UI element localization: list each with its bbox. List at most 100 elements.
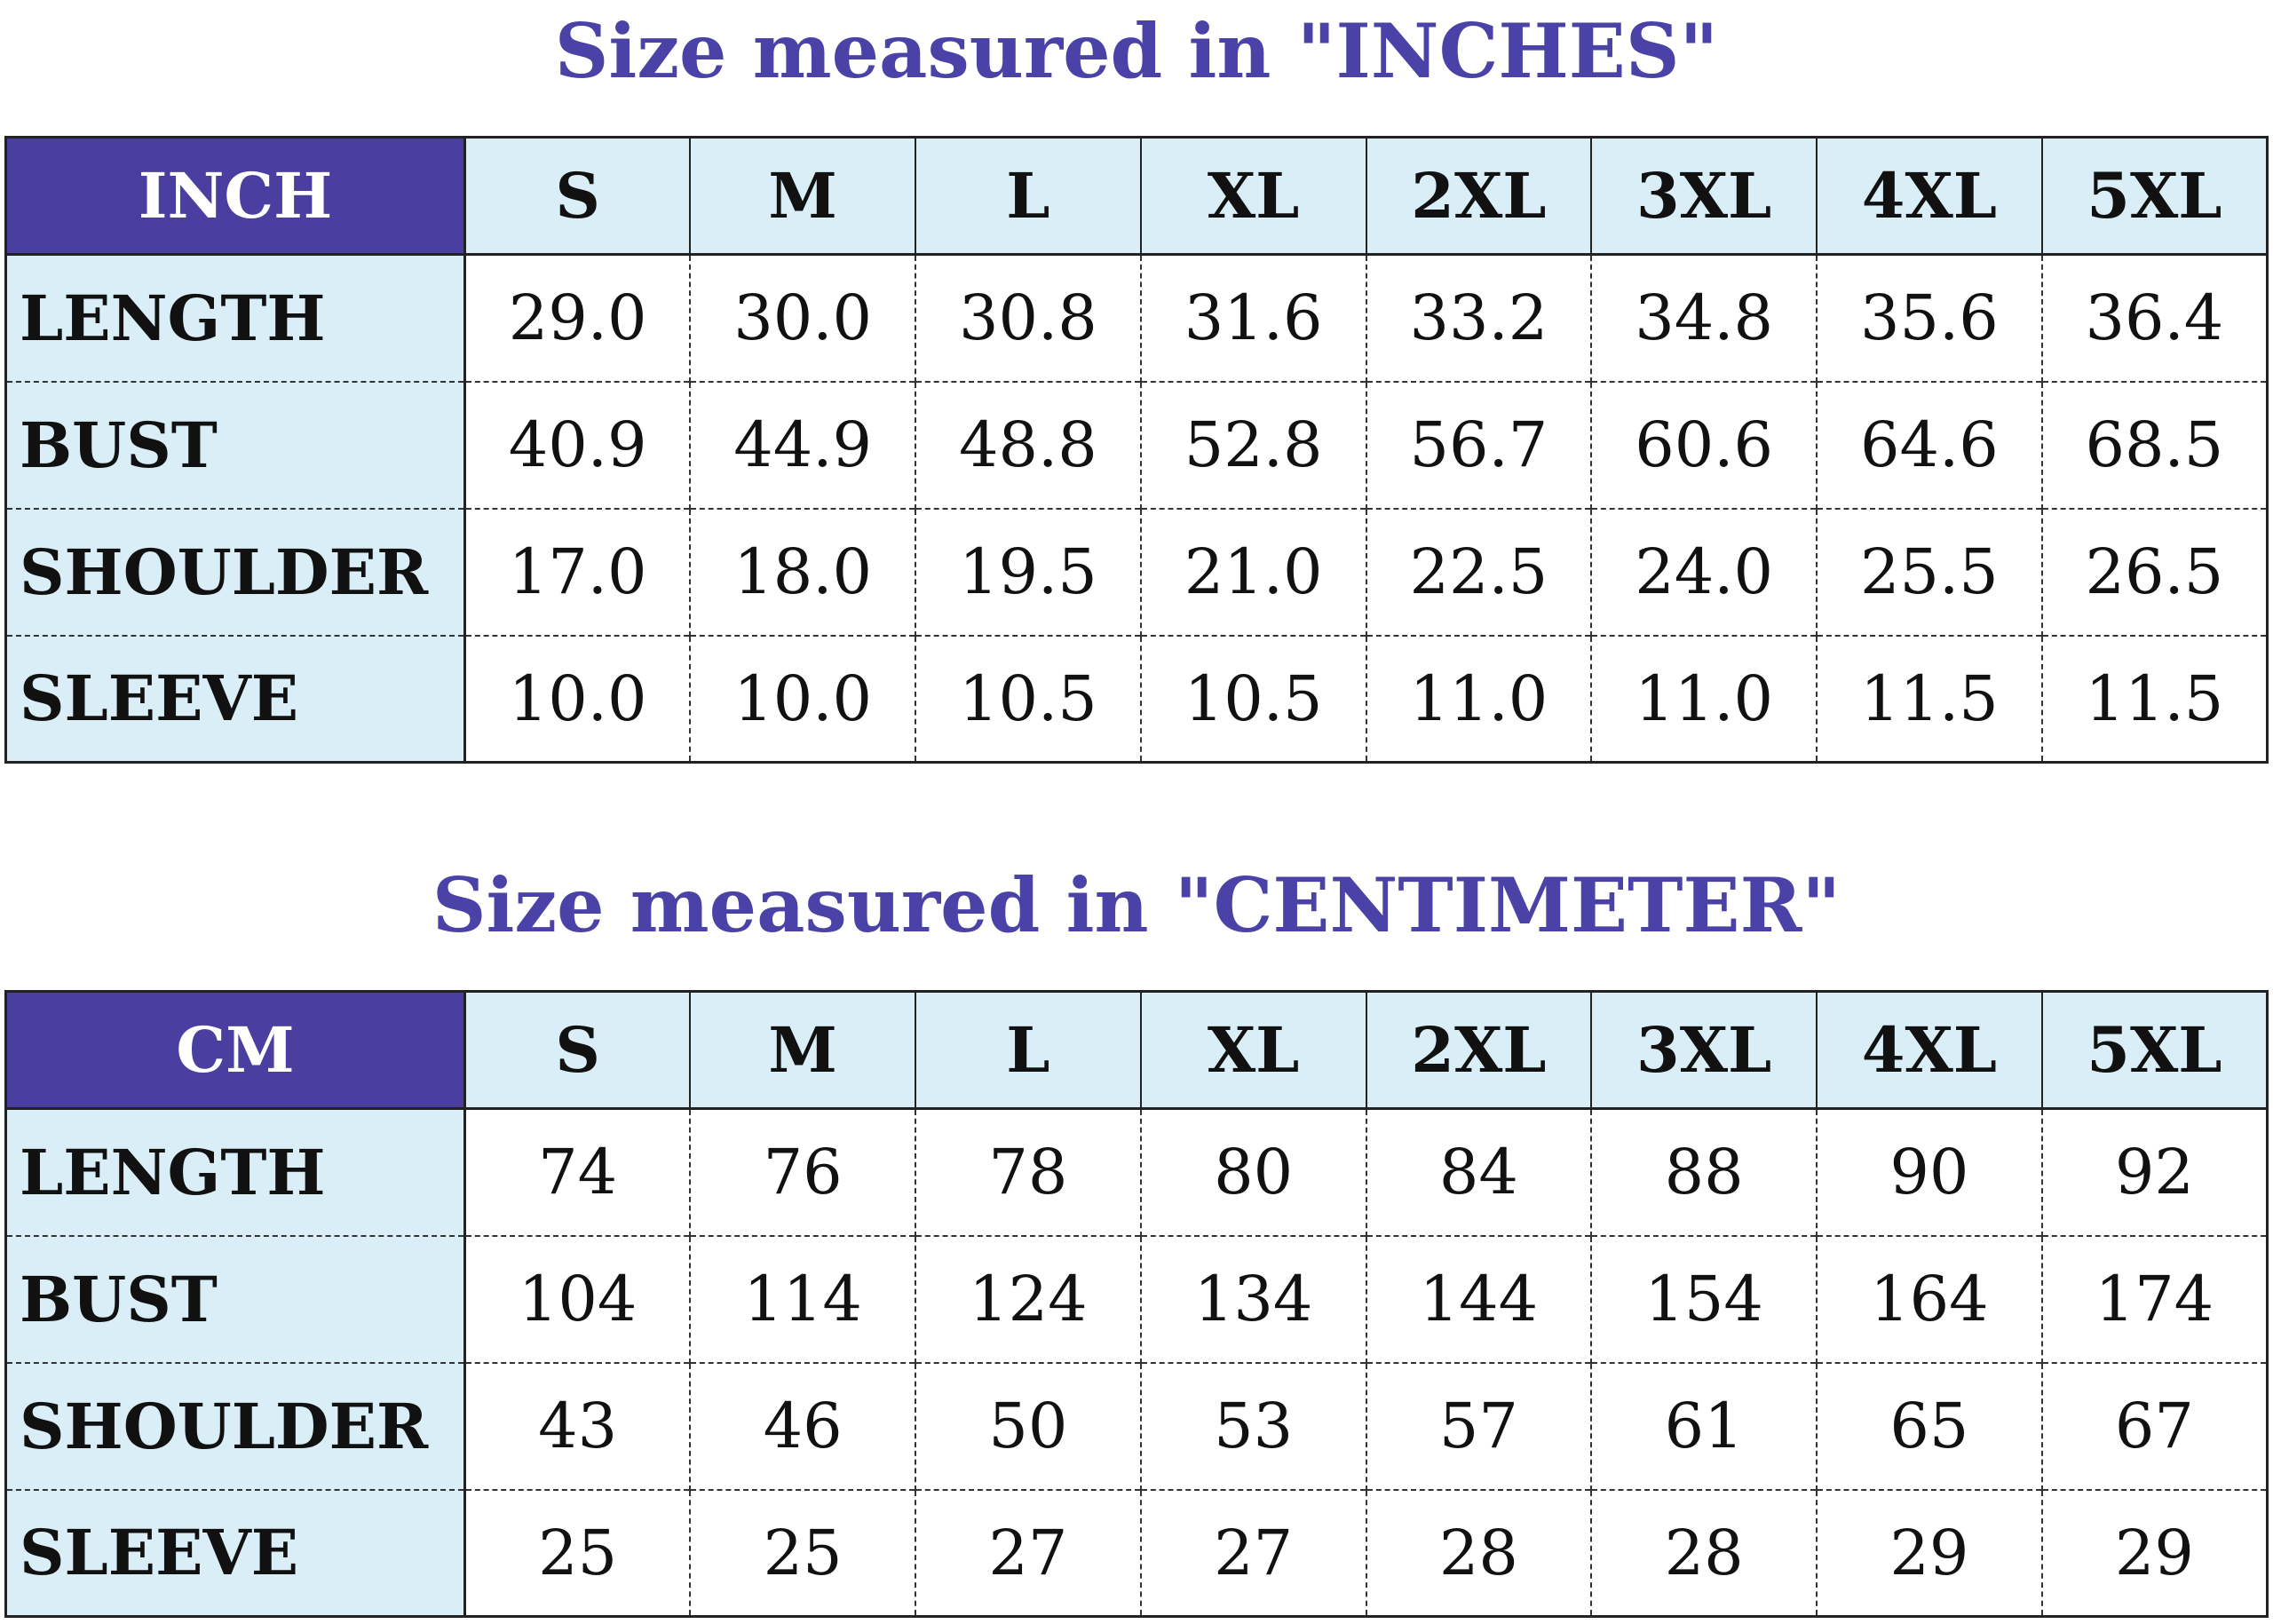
measure-value: 11.0 [1365,634,1592,763]
measure-value: 22.5 [1365,507,1592,636]
measure-value: 11.0 [1590,634,1817,763]
measure-value: 43 [463,1361,691,1490]
measure-value: 104 [463,1234,691,1363]
measure-value: 48.8 [915,380,1141,509]
measure-value: 26.5 [2040,507,2268,636]
measure-value: 30.8 [915,253,1141,382]
measure-label: BUST [4,380,465,509]
measure-value: 144 [1365,1234,1592,1363]
size-header: 5XL [2040,990,2268,1109]
measure-value: 10.5 [915,634,1141,763]
measure-value: 27 [1139,1488,1366,1617]
size-table: INCH S M L XL 2XL 3XL 4XL 5XL LENGTH 29.0 30.0 30.8 3… [4,136,2269,764]
measure-label: SHOULDER [4,1361,465,1490]
measure-value: 11.5 [1816,634,2042,763]
size-header: XL [1139,990,1366,1109]
measure-value: 68.5 [2040,380,2268,509]
measure-value: 46 [689,1361,915,1490]
measure-row: BUST 104 114 124 134 144 154 164 174 [4,1234,2268,1363]
size-header: S [463,990,691,1109]
measure-value: 40.9 [463,380,691,509]
measure-value: 25 [463,1488,691,1617]
measure-value: 174 [2040,1234,2268,1363]
measure-value: 28 [1365,1488,1592,1617]
measure-value: 27 [915,1488,1141,1617]
measure-value: 67 [2040,1361,2268,1490]
size-header: 5XL [2040,136,2268,255]
measure-value: 29 [2040,1488,2268,1617]
measure-value: 84 [1365,1107,1592,1236]
measure-value: 44.9 [689,380,915,509]
measure-value: 50 [915,1361,1141,1490]
measure-value: 114 [689,1234,915,1363]
measure-value: 76 [689,1107,915,1236]
measure-row: LENGTH 74 76 78 80 84 88 90 92 [4,1107,2268,1236]
measure-row: SLEEVE 25 25 27 27 28 28 29 29 [4,1488,2268,1617]
measure-row: BUST 40.9 44.9 48.8 52.8 56.7 60.6 64.6 68.5 [4,380,2268,509]
measure-value: 53 [1139,1361,1366,1490]
measure-label: SHOULDER [4,507,465,636]
unit-header: INCH [4,136,465,255]
size-header: 2XL [1365,136,1592,255]
header-row: INCH S M L XL 2XL 3XL 4XL 5XL [4,136,2268,255]
measure-label: LENGTH [4,1107,465,1236]
size-header: 3XL [1590,136,1817,255]
measure-row: LENGTH 29.0 30.0 30.8 31.6 33.2 34.8 35.6 36.4 [4,253,2268,382]
measure-value: 31.6 [1139,253,1366,382]
measure-value: 28 [1590,1488,1817,1617]
measure-value: 34.8 [1590,253,1817,382]
measure-value: 80 [1139,1107,1366,1236]
measure-value: 29.0 [463,253,691,382]
measure-value: 92 [2040,1107,2268,1236]
unit-header: CM [4,990,465,1109]
table-title: Size measured in "CENTIMETER" [432,861,1841,949]
measure-value: 36.4 [2040,253,2268,382]
measure-value: 124 [915,1234,1141,1363]
size-header: S [463,136,691,255]
measure-value: 10.0 [463,634,691,763]
measure-value: 19.5 [915,507,1141,636]
measure-value: 30.0 [689,253,915,382]
measure-value: 57 [1365,1361,1592,1490]
measure-value: 35.6 [1816,253,2042,382]
measure-value: 154 [1590,1234,1817,1363]
size-header: 3XL [1590,990,1817,1109]
table-title: Size measured in "INCHES" [554,7,1719,95]
measure-label: SLEEVE [4,634,465,763]
size-header: 2XL [1365,990,1592,1109]
measure-value: 21.0 [1139,507,1366,636]
measure-value: 164 [1816,1234,2042,1363]
measure-value: 10.0 [689,634,915,763]
measure-value: 25.5 [1816,507,2042,636]
measure-row: SHOULDER 17.0 18.0 19.5 21.0 22.5 24.0 25.5 26.5 [4,507,2268,636]
measure-value: 29 [1816,1488,2042,1617]
size-table: CM S M L XL 2XL 3XL 4XL 5XL LENGTH 74 76 78 80 84 88 90 9… [4,990,2269,1618]
size-header: M [689,990,915,1109]
measure-value: 11.5 [2040,634,2268,763]
size-header: 4XL [1816,990,2042,1109]
measure-value: 74 [463,1107,691,1236]
size-header: XL [1139,136,1366,255]
measure-row: SHOULDER 43 46 50 53 57 61 65 67 [4,1361,2268,1490]
measure-value: 88 [1590,1107,1817,1236]
measure-label: LENGTH [4,253,465,382]
measure-value: 65 [1816,1361,2042,1490]
measure-value: 52.8 [1139,380,1366,509]
measure-value: 24.0 [1590,507,1817,636]
measure-label: SLEEVE [4,1488,465,1617]
measure-value: 90 [1816,1107,2042,1236]
measure-value: 17.0 [463,507,691,636]
measure-value: 56.7 [1365,380,1592,509]
measure-label: BUST [4,1234,465,1363]
size-header: L [915,990,1141,1109]
measure-value: 60.6 [1590,380,1817,509]
measure-row: SLEEVE 10.0 10.0 10.5 10.5 11.0 11.0 11.5 11.5 [4,634,2268,763]
measure-value: 18.0 [689,507,915,636]
measure-value: 78 [915,1107,1141,1236]
measure-value: 10.5 [1139,634,1366,763]
measure-value: 64.6 [1816,380,2042,509]
header-row: CM S M L XL 2XL 3XL 4XL 5XL [4,990,2268,1109]
size-header: 4XL [1816,136,2042,255]
size-header: L [915,136,1141,255]
